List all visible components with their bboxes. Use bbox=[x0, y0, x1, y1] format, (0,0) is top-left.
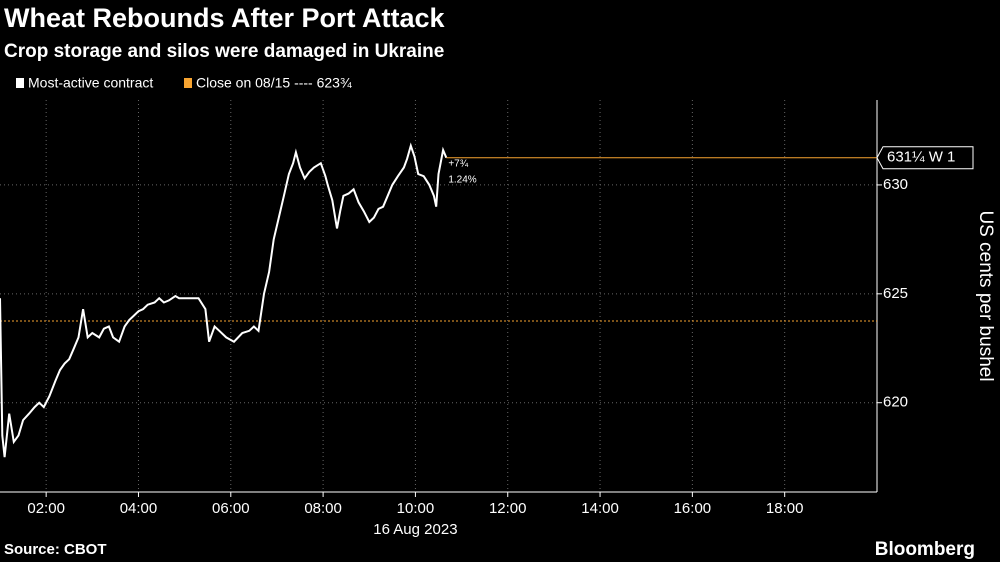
last-value-box bbox=[876, 146, 974, 170]
legend-swatch bbox=[184, 78, 192, 88]
x-tick-label: 16:00 bbox=[674, 500, 712, 517]
change-label: +7¾ bbox=[448, 158, 468, 169]
x-tick-label: 12:00 bbox=[489, 500, 527, 517]
y-tick-label: 630 bbox=[883, 176, 908, 193]
y-tick-label: 620 bbox=[883, 394, 908, 411]
x-date-label: 16 Aug 2023 bbox=[373, 521, 457, 538]
legend-swatch bbox=[16, 78, 24, 88]
last-value-label: 631¼ W 1 bbox=[887, 149, 955, 166]
change-label: 1.24% bbox=[448, 174, 476, 185]
brand: Bloomberg bbox=[875, 539, 975, 560]
legend-label: Most-active contract bbox=[28, 75, 153, 91]
chart-title: Wheat Rebounds After Port Attack bbox=[4, 3, 446, 33]
source: Source: CBOT bbox=[4, 541, 107, 558]
x-tick-label: 18:00 bbox=[766, 500, 804, 517]
x-tick-label: 08:00 bbox=[304, 500, 342, 517]
x-tick-label: 10:00 bbox=[397, 500, 435, 517]
x-tick-label: 14:00 bbox=[581, 500, 619, 517]
legend-label: Close on 08/15 ---- 623¾ bbox=[196, 75, 352, 91]
y-tick-label: 625 bbox=[883, 285, 908, 302]
chart-subtitle: Crop storage and silos were damaged in U… bbox=[4, 41, 444, 62]
y-axis-label: US cents per bushel bbox=[975, 210, 996, 381]
x-tick-label: 02:00 bbox=[27, 500, 65, 517]
price-line bbox=[0, 142, 448, 458]
x-tick-label: 06:00 bbox=[212, 500, 250, 517]
x-tick-label: 04:00 bbox=[120, 500, 158, 517]
